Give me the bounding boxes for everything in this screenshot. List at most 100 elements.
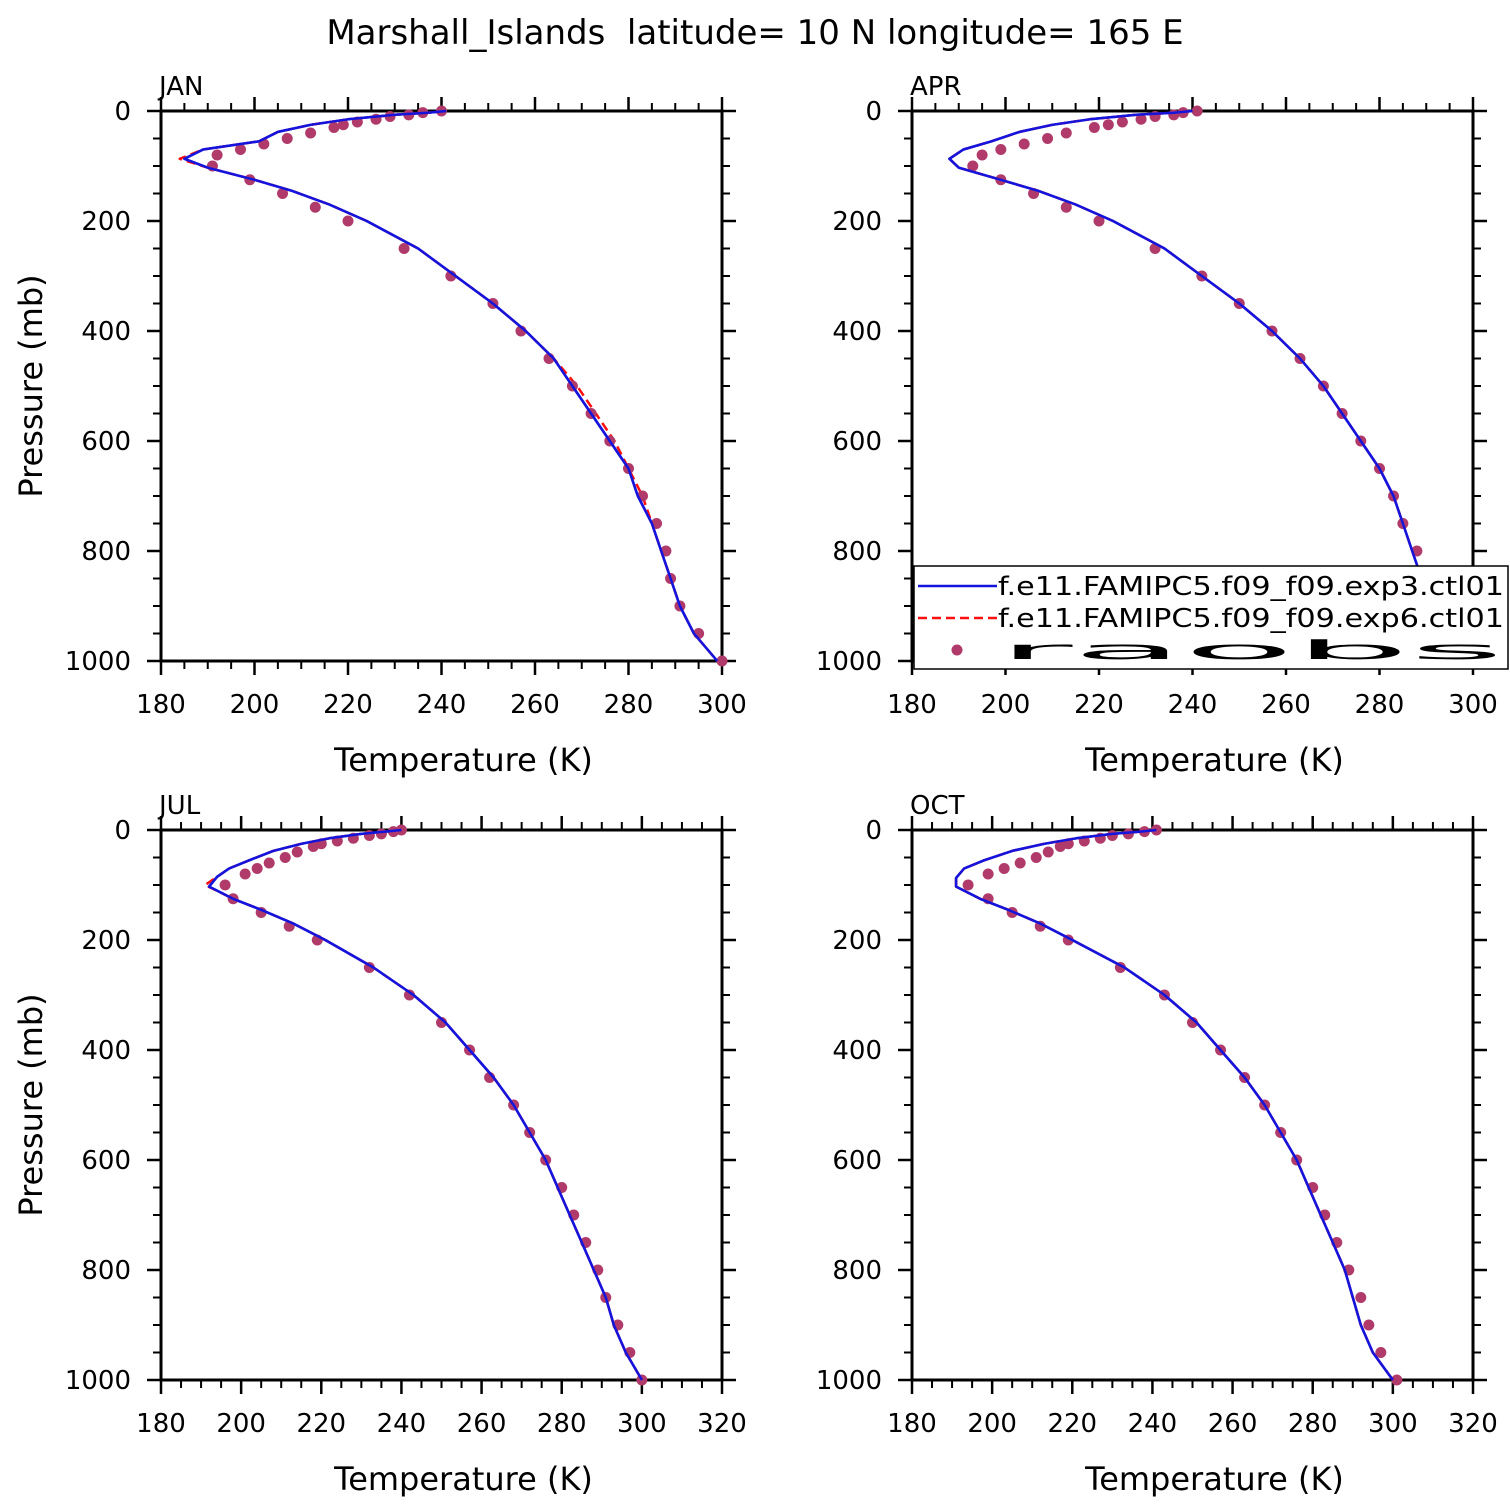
y-tick-label: 400 [832,317,882,347]
x-tick-label: 180 [887,690,937,720]
x-tick-label: 260 [457,1409,507,1439]
raobs-point [1060,201,1072,213]
y-tick-label: 200 [832,207,882,237]
x-tick-label: 280 [1355,690,1405,720]
raobs-point [251,863,263,874]
x-tick-label: 200 [981,690,1031,720]
panels: JAN 180 200 220 240 260 280 300 0 200 400 600 800 100… [12,72,1498,1498]
raobs-point [982,868,994,880]
series-line-exp3 [954,828,1394,1381]
y-tick-label: 600 [81,427,131,457]
raobs-point [1122,828,1134,840]
raobs-point [1116,116,1128,128]
figure-title: Marshall_Islands latitude= 10 N longitud… [326,13,1183,53]
series-line-exp3 [183,109,719,662]
panel-oct: OCT 180 200 220 240 260 280 300 320 0 200 400 600 800… [816,791,1498,1498]
y-tick-label: 200 [81,207,131,237]
legend-label: f.e11.FAMIPC5.f09_f09.exp6.ctl01 [998,604,1504,634]
legend-box [913,565,1509,670]
y-tick-label: 1000 [816,647,882,677]
x-axis-label: Temperature (K) [333,741,593,779]
raobs-point [375,828,387,840]
x-tick-label: 180 [136,690,186,720]
raobs-point [239,868,251,880]
raobs-point [309,201,321,213]
y-tick-label: 0 [865,97,882,127]
x-tick-label: 300 [697,690,747,720]
raobs-point [234,144,246,155]
x-tick-label: 300 [617,1409,667,1439]
series-line-exp3 [954,828,1394,1381]
raobs-point [1363,1319,1375,1331]
y-tick-label: 800 [81,1256,131,1286]
raobs-point [1168,109,1180,121]
plot-frame [159,828,724,1382]
y-tick-label: 200 [832,926,882,956]
y-tick-label: 1000 [816,1366,882,1396]
y-tick-label: 400 [832,1036,882,1066]
raobs-point [1042,846,1054,858]
x-tick-label: 200 [230,690,280,720]
y-axis-label: Pressure (mb) [12,274,50,497]
x-tick-label: 260 [510,690,560,720]
raobs-point [1014,857,1026,869]
legend-marker [951,644,963,656]
raobs-point [337,119,349,131]
raobs-point [1054,841,1066,852]
y-tick-label: 600 [81,1146,131,1176]
x-tick-label: 220 [1047,1409,1097,1439]
raobs-point [1150,824,1162,836]
y-tick-label: 400 [81,317,131,347]
y-tick-label: 800 [832,537,882,567]
y-tick-label: 800 [832,1256,882,1286]
raobs-point [1135,113,1147,125]
raobs-point [403,989,415,1001]
panel-label: APR [910,72,962,102]
x-axis-label: Temperature (K) [333,1460,593,1498]
x-tick-label: 260 [1208,1409,1258,1439]
x-tick-label: 280 [604,690,654,720]
y-axis-label: Pressure (mb) [12,993,50,1216]
raobs-point [962,879,974,891]
raobs-point [1088,122,1100,133]
raobs-point [1187,1017,1198,1028]
panel-apr: APR 180 200 220 240 260 280 300 0 200 400 600 800 100… [816,72,1498,779]
plot-frame [159,109,724,663]
y-tick-label: 800 [81,537,131,567]
x-tick-label: 320 [1448,1409,1498,1439]
panel-jan: JAN 180 200 220 240 260 280 300 0 200 400 600 800 100… [12,72,747,779]
series-line-exp3 [207,828,643,1381]
raobs-point [1060,127,1072,139]
legend: f.e11.FAMIPC5.f09_f09.exp3.ctl01f.e11.FA… [913,565,1509,670]
x-tick-label: 240 [377,1409,427,1439]
raobs-point [1191,105,1203,117]
raobs-point [328,122,340,133]
series-line-exp6 [178,109,719,662]
series-line-exp3 [948,109,1474,662]
raobs-point [305,127,317,139]
raobs-point [263,857,275,869]
series-line-exp6 [954,828,1394,1381]
x-tick-label: 220 [296,1409,346,1439]
x-tick-label: 240 [1128,1409,1178,1439]
raobs-point [307,841,319,852]
x-tick-label: 300 [1448,690,1498,720]
panel-label: JAN [157,72,203,102]
raobs-point [398,243,410,254]
raobs-point [1375,1347,1387,1358]
x-tick-label: 300 [1368,1409,1418,1439]
raobs-point [291,846,303,858]
raobs-point [219,879,231,891]
y-tick-label: 400 [81,1036,131,1066]
raobs-point [436,1017,447,1028]
panel-jul: JUL 180 200 220 240 260 280 300 320 0 200 400 600 800… [12,791,747,1498]
raobs-point [277,188,289,199]
panel-label: JUL [157,791,201,821]
raobs-point [1391,1374,1403,1386]
series-line-exp3 [207,828,643,1381]
x-tick-label: 200 [967,1409,1017,1439]
x-tick-label: 180 [887,1409,937,1439]
y-tick-label: 600 [832,427,882,457]
legend-label: f.e11.FAMIPC5.f09_f09.exp3.ctl01 [998,572,1504,602]
